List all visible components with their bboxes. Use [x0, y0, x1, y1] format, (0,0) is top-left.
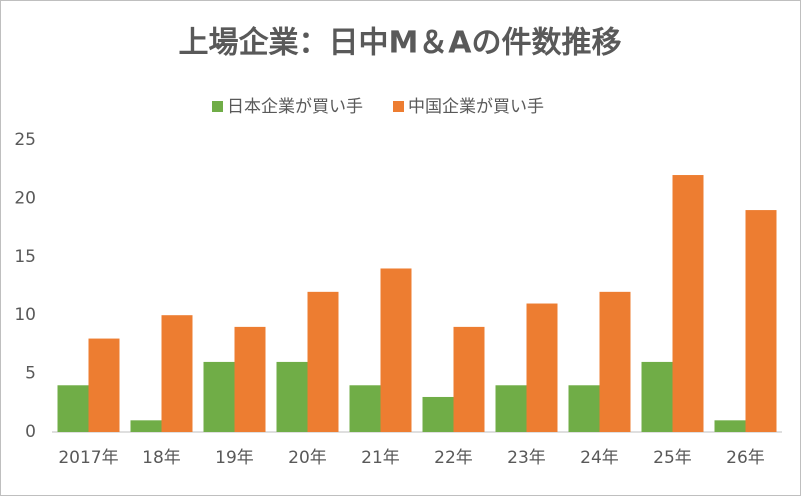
x-tick-label: 22年	[434, 448, 473, 468]
bar	[599, 291, 631, 432]
chart-title: 上場企業：日中M＆Aの件数推移	[178, 26, 621, 61]
bar	[526, 303, 558, 432]
bar	[641, 361, 673, 432]
y-tick-label: 5	[25, 364, 36, 384]
bar	[422, 396, 454, 432]
x-tick-label: 19年	[215, 448, 254, 468]
x-tick-label: 23年	[507, 448, 546, 468]
bar	[161, 315, 193, 432]
legend-swatch	[212, 101, 223, 112]
legend-label: 中国企業が買い手	[408, 97, 544, 117]
bar	[88, 338, 120, 432]
y-tick-label: 25	[14, 130, 36, 150]
x-tick-label: 21年	[361, 448, 400, 468]
bar	[234, 326, 266, 432]
y-tick-label: 20	[14, 188, 36, 208]
bar	[745, 210, 777, 432]
y-tick-label: 15	[14, 247, 36, 267]
bar	[714, 420, 746, 432]
bar	[568, 385, 600, 432]
bar	[380, 268, 412, 432]
y-tick-label: 10	[14, 305, 36, 325]
bar	[453, 326, 485, 432]
bar	[307, 291, 339, 432]
bar	[276, 361, 308, 432]
legend-label: 日本企業が買い手	[227, 97, 363, 117]
x-tick-label: 2017年	[58, 448, 118, 468]
legend-swatch	[393, 101, 404, 112]
x-tick-label: 26年	[726, 448, 765, 468]
bar	[349, 385, 381, 432]
bar	[495, 385, 527, 432]
bar	[130, 420, 162, 432]
bar	[203, 361, 235, 432]
x-tick-label: 18年	[142, 448, 181, 468]
bar	[672, 175, 704, 433]
x-tick-label: 24年	[580, 448, 619, 468]
y-tick-label: 0	[25, 422, 36, 442]
x-tick-label: 20年	[288, 448, 327, 468]
bar	[57, 385, 89, 432]
x-tick-label: 25年	[653, 448, 692, 468]
